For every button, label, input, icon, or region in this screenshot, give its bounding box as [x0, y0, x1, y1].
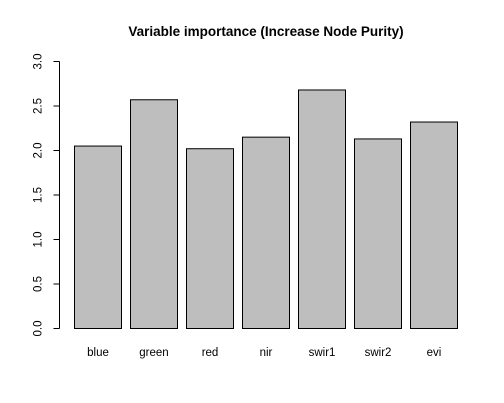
- bar-red: [186, 148, 234, 329]
- category-label: swir2: [365, 347, 392, 359]
- bar-swir1: [298, 89, 346, 330]
- category-label: blue: [87, 347, 109, 359]
- category-label: swir1: [309, 347, 336, 359]
- bar-evi: [410, 121, 458, 329]
- y-axis: 0.0 0.5 1.0 1.5 2.0 2.5 3.0: [33, 54, 60, 337]
- bar-nir: [242, 136, 290, 329]
- category-label: green: [139, 347, 168, 359]
- bar-green: [130, 99, 178, 329]
- bars: [74, 89, 458, 330]
- y-tick-label: 0.5: [33, 276, 45, 292]
- y-tick-label: 1.0: [33, 232, 45, 248]
- category-label: red: [202, 347, 219, 359]
- bar-swir2: [354, 138, 402, 329]
- category-label: evi: [427, 347, 442, 359]
- y-tick-label: 1.5: [33, 187, 45, 203]
- category-label: nir: [260, 347, 273, 359]
- y-tick-label: 3.0: [33, 54, 45, 70]
- chart-title: Variable importance (Increase Node Purit…: [128, 24, 403, 39]
- y-tick-label: 2.0: [33, 143, 45, 159]
- y-tick-label: 0.0: [33, 321, 45, 337]
- bar-blue: [74, 145, 122, 329]
- y-tick-label: 2.5: [33, 98, 45, 114]
- category-labels: blue green red nir swir1 swir2 evi: [87, 347, 441, 359]
